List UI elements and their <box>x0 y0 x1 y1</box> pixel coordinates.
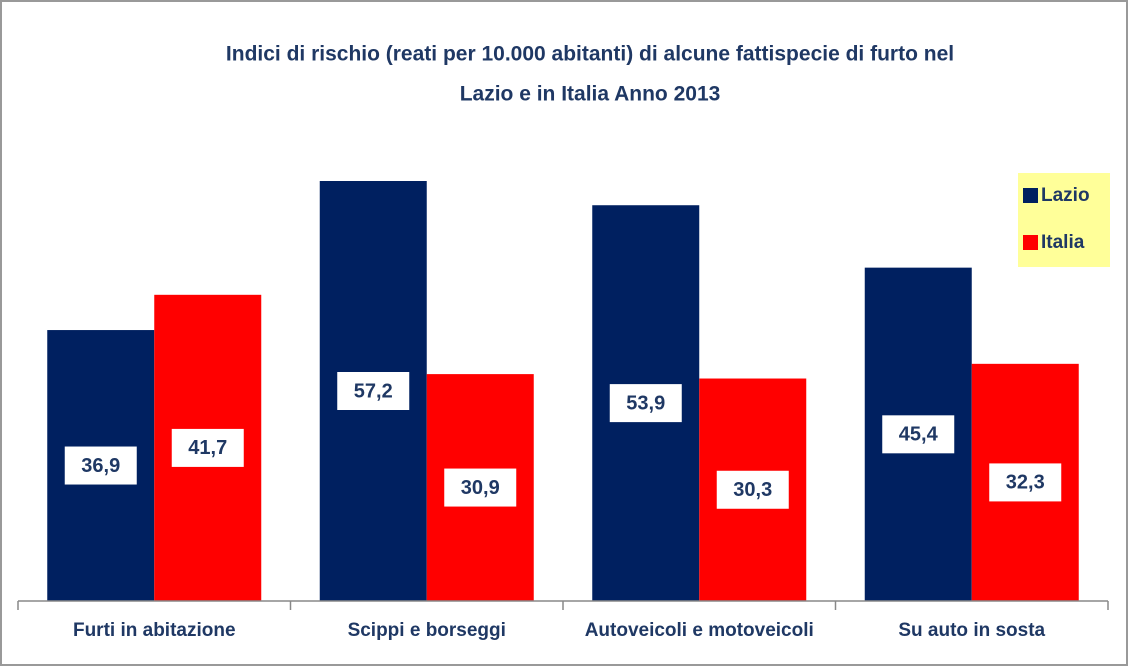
value-label-box <box>337 372 410 410</box>
value-label: 36,9 <box>81 455 120 477</box>
value-label: 30,3 <box>733 479 772 501</box>
value-label-box <box>716 470 789 509</box>
x-tick-label: Scippi e borseggi <box>348 620 506 641</box>
chart-title: Lazio e in Italia Anno 2013 <box>460 83 721 106</box>
value-label-box <box>989 463 1062 502</box>
legend-label: Lazio <box>1041 185 1090 206</box>
x-tick-label: Autoveicoli e motoveicoli <box>585 620 814 641</box>
legend-label: Italia <box>1041 232 1085 253</box>
value-label: 32,3 <box>1006 472 1045 494</box>
value-label: 45,4 <box>899 424 939 446</box>
legend-swatch <box>1023 188 1038 203</box>
value-label-box <box>64 446 137 485</box>
chart-title: Indici di rischio (reati per 10.000 abit… <box>226 43 954 66</box>
value-label-box <box>882 415 955 454</box>
value-label-box <box>609 384 682 423</box>
value-label: 41,7 <box>188 437 227 459</box>
value-label: 53,9 <box>626 392 665 414</box>
value-label-box <box>171 428 244 467</box>
value-label-box <box>444 468 517 507</box>
x-tick-label: Furti in abitazione <box>73 620 236 641</box>
value-label: 57,2 <box>354 380 393 402</box>
legend-swatch <box>1023 235 1038 250</box>
value-label: 30,9 <box>461 477 500 499</box>
x-tick-label: Su auto in sosta <box>898 620 1045 641</box>
